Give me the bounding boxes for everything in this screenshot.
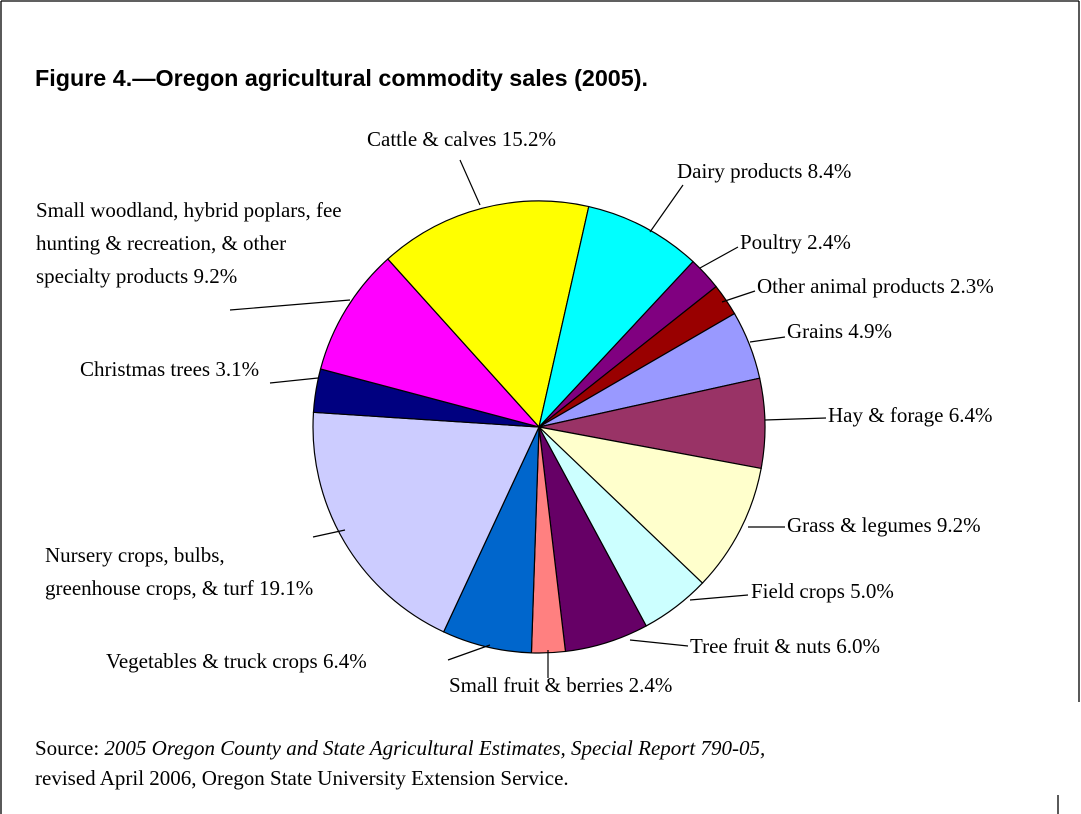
value-label: 3.1% xyxy=(215,357,260,381)
source-note: revised April 2006, Oregon State Univers… xyxy=(35,766,569,790)
chart-title: Figure 4.—Oregon agricultural commodity … xyxy=(35,65,648,91)
slice-label: Nursery crops, bulbs, greenhouse crops, … xyxy=(45,539,325,605)
slice-label: Grass & legumes 9.2% xyxy=(787,509,1077,542)
value-label: 2.3% xyxy=(950,274,994,298)
category-name: Field crops xyxy=(751,579,845,603)
category-name: Cattle & calves xyxy=(367,127,497,151)
source: Source: 2005 Oregon County and State Agr… xyxy=(35,733,1035,793)
slice-label: Tree fruit & nuts 6.0% xyxy=(690,630,990,663)
category-name: Grains xyxy=(787,319,843,343)
slice-label: Dairy products 8.4% xyxy=(677,155,977,188)
slice-label: Grains 4.9% xyxy=(787,315,1037,348)
category-name: Other animal products xyxy=(757,274,945,298)
slice-label: Field crops 5.0% xyxy=(751,575,1011,608)
pie xyxy=(312,200,766,654)
pie-slice xyxy=(537,426,762,584)
value-label: 6.4% xyxy=(322,649,367,673)
value-label: 9.2% xyxy=(193,264,238,288)
leader-lines xyxy=(229,159,827,678)
slice-label: Cattle & calves 15.2% xyxy=(367,123,667,156)
slice-label: Christmas trees 3.1% xyxy=(80,353,380,386)
value-label: 2.4% xyxy=(628,673,673,697)
value-label: 2.4% xyxy=(807,230,851,254)
category-name: Small woodland, hybrid poplars, fee hunt… xyxy=(36,198,342,288)
category-name: Vegetables & truck crops xyxy=(106,649,318,673)
value-label: 8.4% xyxy=(807,159,852,183)
source-label: Source: xyxy=(35,736,100,760)
source-title: 2005 Oregon County and State Agricultura… xyxy=(104,736,766,760)
value-label: 19.1% xyxy=(259,576,314,600)
category-name: Grass & legumes xyxy=(787,513,932,537)
category-name: Christmas trees xyxy=(80,357,211,381)
pie-slice xyxy=(537,205,694,430)
category-name: Nursery crops, bulbs, greenhouse crops, … xyxy=(45,543,254,600)
slice-label: Vegetables & truck crops 6.4% xyxy=(106,645,506,678)
value-label: 15.2% xyxy=(501,127,556,151)
pie-slice xyxy=(386,200,590,429)
slice-label: Hay & forage 6.4% xyxy=(828,399,1078,432)
value-label: 4.9% xyxy=(848,319,892,343)
value-label: 6.4% xyxy=(948,403,993,427)
slice-label: Poultry 2.4% xyxy=(740,226,990,259)
pie-slice xyxy=(312,411,540,633)
pie-slice xyxy=(319,258,541,429)
value-label: 9.2% xyxy=(936,513,981,537)
category-name: Dairy products xyxy=(677,159,803,183)
category-name: Hay & forage xyxy=(828,403,944,427)
value-label: 5.0% xyxy=(850,579,894,603)
slice-label: Small fruit & berries 2.4% xyxy=(449,669,779,702)
category-name: Poultry xyxy=(740,230,802,254)
value-label: 6.0% xyxy=(836,634,880,658)
category-name: Tree fruit & nuts xyxy=(690,634,831,658)
category-name: Small fruit & berries xyxy=(449,673,624,697)
slice-label: Small woodland, hybrid poplars, fee hunt… xyxy=(36,194,346,293)
slice-label: Other animal products 2.3% xyxy=(757,270,1077,303)
